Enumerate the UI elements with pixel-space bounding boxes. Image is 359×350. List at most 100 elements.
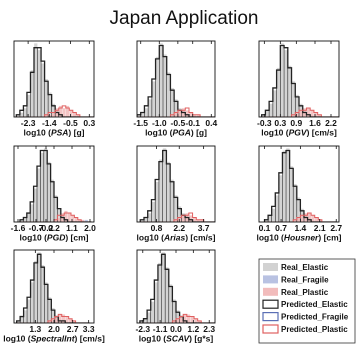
housner-xtick-label: 0.7 — [275, 223, 287, 233]
psa-predicted-plastic-outline — [16, 105, 94, 117]
legend-swatch-real-fragile — [263, 275, 278, 284]
pgv-real-plastic-bar — [313, 112, 318, 117]
legend-swatch-predicted-elastic — [262, 299, 279, 309]
arias-xtick-label: 3.7 — [198, 223, 210, 233]
housner-axes-frame — [258, 145, 340, 223]
pga-xtick-label: -1.0 — [152, 118, 167, 128]
pgv-xtick-label: 0.9 — [290, 118, 302, 128]
spectralint-xtick-label: 3.3 — [83, 324, 95, 334]
housner-real-plastic-bar — [296, 217, 301, 222]
scav-predicted-plastic-outline — [139, 313, 215, 323]
pgd-xtick-label: -1.6 — [11, 223, 26, 233]
scav-xtick-label: 0.0 — [170, 324, 182, 334]
psa-xtick-label: -0.5 — [63, 118, 78, 128]
arias-xlabel: log10 (Arias) [cm/s] — [137, 233, 216, 243]
spectralint-xlabel: log10 (SpectralInt) [cm/s] — [3, 334, 105, 344]
pgv-predicted-plastic-outline — [261, 107, 339, 117]
arias-xtick-label: 2.2 — [173, 223, 185, 233]
spectralint-predicted-elastic-outline — [16, 253, 90, 323]
housner-xlabel: log10 (Housner) [cm] — [256, 233, 341, 243]
psa-predicted-elastic-outline — [15, 47, 94, 117]
pgd-real-plastic-bar — [74, 217, 78, 222]
legend-label-predicted-elastic: Predicted_Elastic — [281, 300, 348, 309]
pga-xtick-label: -1.5 — [133, 118, 148, 128]
pga-xtick-label: -0.5 — [171, 118, 186, 128]
spectralint-predicted-plastic-outline — [16, 313, 90, 323]
scav-xtick-label: -2.3 — [135, 324, 150, 334]
arias-xtick-label: 0.8 — [151, 223, 163, 233]
psa-real-plastic-bar — [69, 110, 73, 117]
housner-xtick-label: 2.7 — [330, 223, 342, 233]
pga-axes-frame — [136, 40, 216, 118]
pgd-xtick-label: 1.1 — [66, 223, 78, 233]
legend-swatch-real-plastic — [263, 287, 278, 296]
pgv-xtick-label: 2.2 — [325, 118, 337, 128]
pgd-xtick-label: 2.0 — [84, 223, 96, 233]
psa-axes-frame — [13, 40, 95, 118]
legend-box — [258, 258, 356, 344]
psa-xlabel: log10 (PSA) [g] — [24, 128, 85, 138]
pgv-xlabel: log10 (PGV) [cm/s] — [261, 128, 337, 138]
pga-real-plastic-bar — [173, 112, 178, 117]
pga-predicted-plastic-outline — [137, 107, 215, 117]
psa-real-plastic-bar — [51, 112, 56, 117]
housner-predicted-plastic-outline — [264, 212, 337, 222]
pgd-real-plastic-bar — [57, 217, 61, 222]
housner-xtick-label: 2.1 — [314, 223, 326, 233]
pga-xtick-label: 0.4 — [205, 118, 217, 128]
scav-xtick-label: -1.1 — [153, 324, 168, 334]
psa-xtick-label: 0.3 — [83, 118, 95, 128]
pgd-xtick-label: -0.2 — [39, 223, 54, 233]
legend-label-real-plastic: Real_Plastic — [281, 288, 329, 297]
scav-real-plastic-bar — [175, 318, 180, 323]
housner-real-plastic-bar — [314, 217, 319, 222]
housner-xtick-label: 1.4 — [294, 223, 306, 233]
scav-predicted-elastic-outline — [139, 253, 215, 323]
legend-swatch-real-elastic — [263, 263, 278, 271]
pgv-xtick-label: 0.3 — [274, 118, 286, 128]
legend-label-predicted-fragile: Predicted_Fragile — [281, 313, 349, 322]
scav-xtick-label: 2.3 — [203, 324, 215, 334]
pgv-axes-frame — [258, 40, 340, 118]
pgd-predicted-plastic-outline — [20, 212, 92, 222]
spectralint-xtick-label: 1.3 — [29, 324, 41, 334]
pgv-xtick-label: -0.3 — [257, 118, 272, 128]
pgd-predicted-elastic-outline — [19, 149, 92, 222]
psa-real-plastic-bar — [72, 112, 77, 117]
pgv-real-plastic-bar — [295, 112, 300, 117]
pgv-predicted-elastic-outline — [261, 44, 339, 117]
spectralint-xtick-label: 2.0 — [48, 324, 60, 334]
arias-axes-frame — [136, 145, 216, 223]
legend-label-real-fragile: Real_Fragile — [281, 275, 329, 284]
pgv-xtick-label: 1.6 — [309, 118, 321, 128]
legend-swatch-predicted-plastic — [262, 324, 279, 334]
arias-predicted-plastic-outline — [140, 212, 215, 222]
pgd-xtick-label: 0.2 — [48, 223, 60, 233]
pgd-xlabel: log10 (PGD) [cm] — [20, 233, 89, 243]
housner-xtick-label: 0.1 — [259, 223, 271, 233]
legend-label-predicted-plastic: Predicted_Plastic — [281, 325, 348, 334]
psa-xtick-label: -1.4 — [42, 118, 57, 128]
pga-xlabel: log10 (PGA) [g] — [145, 128, 207, 138]
figure-title: Japan Application — [110, 8, 259, 29]
psa-xtick-label: -2.3 — [21, 118, 36, 128]
pga-xtick-label: -0.1 — [185, 118, 200, 128]
pgd-xtick-label: -0.7 — [29, 223, 44, 233]
legend: Real_Elastic Real_Fragile Real_Plastic Pred… — [258, 258, 356, 344]
psa-real-plastic-bar — [65, 105, 70, 117]
legend-swatch-predicted-fragile — [262, 312, 279, 322]
pgd-real-plastic-bar — [70, 215, 75, 222]
legend-label-real-elastic: Real_Elastic — [281, 263, 329, 272]
scav-xtick-label: 1.2 — [187, 324, 199, 334]
scav-xlabel: log10 (SCAV) [g*s] — [139, 334, 214, 344]
